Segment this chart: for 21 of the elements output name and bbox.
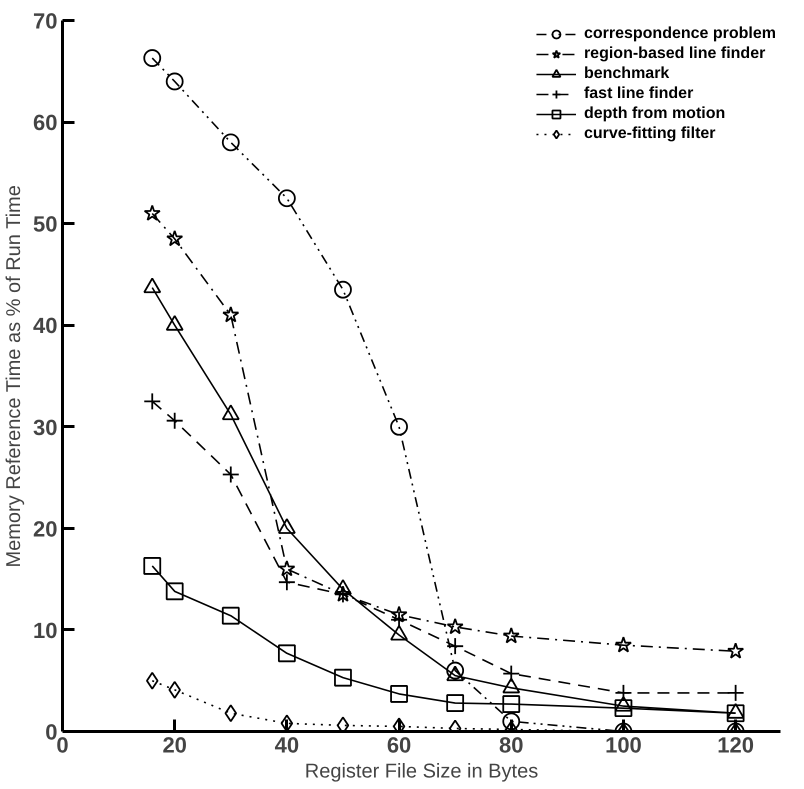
y-axis-title: Memory Reference Time as % of Run Time bbox=[3, 185, 26, 568]
y-tick-label: 50 bbox=[33, 212, 58, 237]
x-tick-label: 60 bbox=[386, 732, 412, 758]
x-axis-title: Register File Size in Bytes bbox=[304, 760, 538, 782]
x-tick-label: 120 bbox=[717, 732, 754, 758]
x-tick-label: 80 bbox=[499, 732, 524, 758]
y-tick-label: 70 bbox=[33, 8, 58, 34]
legend-label: fast line finder bbox=[584, 85, 694, 103]
x-tick-label: 40 bbox=[274, 732, 300, 758]
y-tick-label: 60 bbox=[33, 110, 58, 136]
y-tick-label: 10 bbox=[33, 618, 58, 643]
y-tick-label: 30 bbox=[33, 414, 58, 440]
x-tick-label: 20 bbox=[162, 732, 187, 758]
legend-label: curve-fitting filter bbox=[584, 125, 716, 143]
legend-label: benchmark bbox=[584, 65, 670, 83]
y-tick-label: 40 bbox=[33, 313, 58, 338]
legend-label: correspondence problem bbox=[584, 25, 776, 43]
x-tick-label: 100 bbox=[605, 732, 642, 758]
y-tick-label: 20 bbox=[33, 516, 58, 542]
legend-label: depth from motion bbox=[584, 105, 726, 123]
legend-label: region-based line finder bbox=[584, 45, 766, 63]
